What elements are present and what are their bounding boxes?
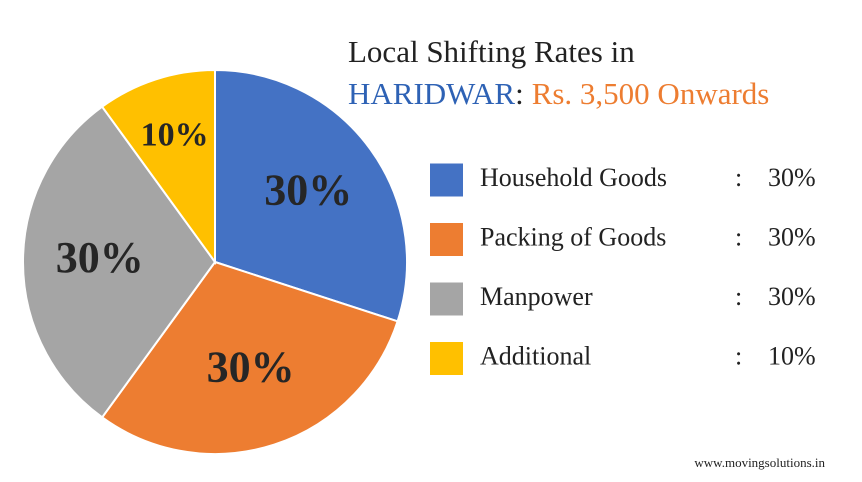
title-separator: : <box>515 76 524 111</box>
legend-label: Packing of Goods <box>480 222 666 251</box>
legend-label: Additional <box>480 341 591 370</box>
legend-separator: : <box>735 222 742 251</box>
location: HARIDWAR <box>348 76 515 111</box>
price: Rs. 3,500 Onwards <box>532 76 770 111</box>
legend-swatch <box>430 282 463 316</box>
chart-subtitle: HARIDWAR: Rs. 3,500 Onwards <box>348 76 769 111</box>
pie-label: 10% <box>141 117 209 154</box>
pie-label: 30% <box>207 343 295 392</box>
legend-separator: : <box>735 341 742 370</box>
pie-slice <box>100 68 216 266</box>
legend-separator: : <box>735 163 742 192</box>
pie-label: 30% <box>264 165 352 214</box>
legend-swatch <box>430 223 463 256</box>
pie-slice <box>100 260 399 455</box>
footer: www.movingsolutions.in <box>694 455 825 470</box>
pie-slice <box>214 68 408 323</box>
pie-label: 30% <box>56 233 144 282</box>
legend-value: 30% <box>768 163 816 192</box>
legend-value: 30% <box>768 222 816 251</box>
legend-label: Household Goods <box>480 163 667 192</box>
legend-value: 30% <box>768 282 816 311</box>
chart-title: Local Shifting Rates in <box>348 34 635 69</box>
legend-swatch <box>430 163 463 197</box>
pie-slice <box>22 105 217 419</box>
legend-value: 10% <box>768 341 816 370</box>
legend-separator: : <box>735 282 742 311</box>
legend-label: Manpower <box>480 282 593 311</box>
legend-swatch <box>430 342 463 375</box>
